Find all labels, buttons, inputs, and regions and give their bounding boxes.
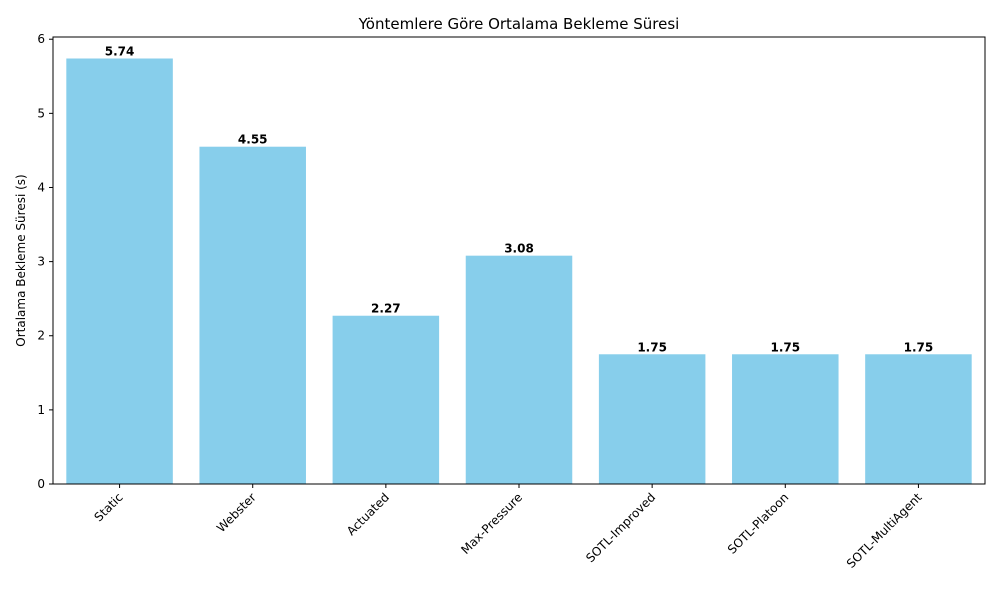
x-tick-label: SOTL-MultiAgent bbox=[844, 490, 925, 571]
data-label-sotl-improved: 1.75 bbox=[637, 340, 667, 354]
y-tick-label: 3 bbox=[37, 255, 45, 269]
y-tick-label: 2 bbox=[37, 329, 45, 343]
x-tick-label: SOTL-Platoon bbox=[725, 490, 792, 557]
y-tick-label: 0 bbox=[37, 477, 45, 491]
y-tick-label: 6 bbox=[37, 32, 45, 46]
data-labels-group: 5.74 4.55 2.27 3.08 1.75 1.75 1.75 bbox=[105, 44, 933, 354]
data-label-webster: 4.55 bbox=[238, 133, 268, 147]
x-tick-label: Webster bbox=[214, 490, 259, 535]
data-label-static: 5.74 bbox=[105, 44, 135, 58]
data-label-actuated: 2.27 bbox=[371, 302, 401, 316]
data-label-sotl-multiagent: 1.75 bbox=[904, 340, 934, 354]
x-tick-label: Static bbox=[92, 490, 126, 524]
x-tick-label: Actuated bbox=[344, 490, 392, 538]
x-axis: Static Webster Actuated Max-Pressure SOTL-Im… bbox=[92, 484, 925, 571]
data-label-sotl-platoon: 1.75 bbox=[770, 340, 800, 354]
y-axis-label: Ortalama Bekleme Süresi (s) bbox=[14, 174, 28, 346]
bar-static bbox=[66, 58, 173, 485]
y-tick-label: 1 bbox=[37, 403, 45, 417]
bar-sotl-multiagent bbox=[865, 354, 972, 484]
x-tick-label: SOTL-Improved bbox=[583, 490, 658, 565]
bar-actuated bbox=[332, 315, 440, 484]
bar-max-pressure bbox=[465, 255, 573, 484]
y-axis: 0 1 2 3 4 5 6 bbox=[37, 32, 53, 491]
plot-frame bbox=[52, 36, 986, 485]
x-tick-label: Max-Pressure bbox=[458, 490, 525, 557]
data-label-max-pressure: 3.08 bbox=[504, 242, 534, 256]
y-tick-label: 5 bbox=[37, 106, 45, 120]
bar-sotl-improved bbox=[598, 354, 706, 484]
bar-sotl-platoon bbox=[732, 354, 839, 484]
bars-group bbox=[66, 58, 972, 485]
chart-title: Yöntemlere Göre Ortalama Bekleme Süresi bbox=[358, 15, 680, 33]
bar-webster bbox=[199, 146, 306, 485]
y-tick-label: 4 bbox=[37, 180, 45, 194]
